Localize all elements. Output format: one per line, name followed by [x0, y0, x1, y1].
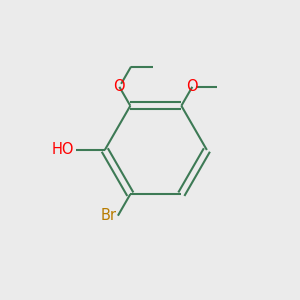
Text: O: O: [187, 80, 198, 94]
Text: HO: HO: [52, 142, 74, 158]
Text: Br: Br: [100, 208, 116, 223]
Text: O: O: [114, 80, 125, 94]
